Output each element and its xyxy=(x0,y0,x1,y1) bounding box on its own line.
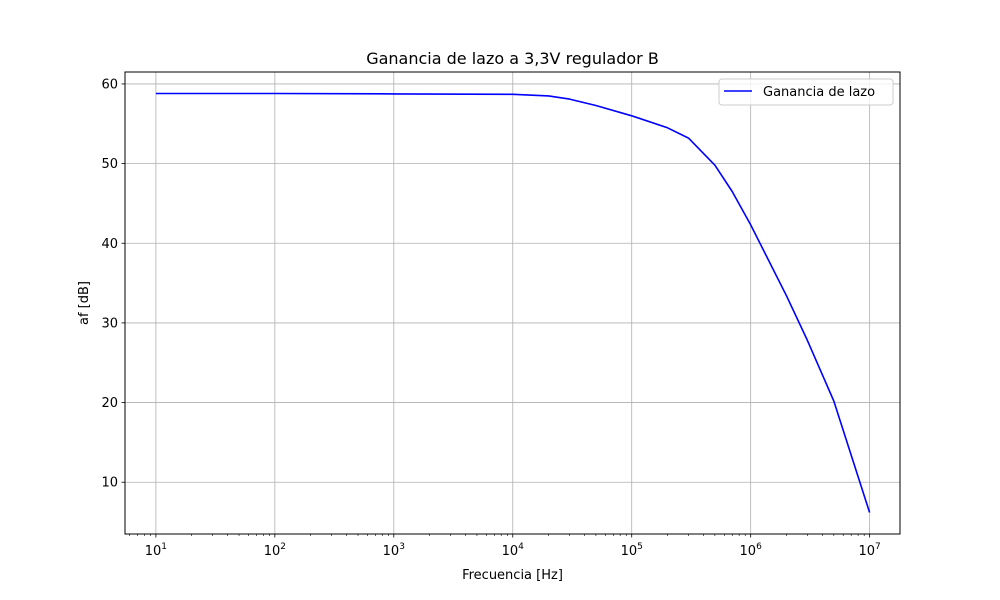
y-axis-label: af [dB] xyxy=(77,281,92,325)
y-tick-label: 20 xyxy=(101,396,118,411)
x-tick-label: 106 xyxy=(740,542,763,559)
y-tick-label: 10 xyxy=(101,476,118,491)
x-tick-label: 104 xyxy=(502,542,525,559)
axis-ticks: 101 102 103 104 105 106 107 10 20 30 40 50 60 xyxy=(101,77,880,559)
grid-lines xyxy=(125,72,900,534)
chart-title: Ganancia de lazo a 3,3V regulador B xyxy=(366,49,659,68)
legend-box xyxy=(718,78,894,106)
x-tick-label: 107 xyxy=(858,542,880,559)
x-tick-label: 101 xyxy=(145,542,167,559)
series-layer xyxy=(155,92,871,513)
legend: Ganancia de lazo xyxy=(718,78,894,106)
y-tick-label: 60 xyxy=(101,77,118,92)
x-tick-label: 102 xyxy=(264,542,286,559)
x-tick-label: 103 xyxy=(383,542,405,559)
series-line xyxy=(155,92,871,513)
y-tick-label: 50 xyxy=(101,157,118,172)
x-tick-label: 105 xyxy=(621,542,643,559)
x-axis-label: Frecuencia [Hz] xyxy=(462,568,563,583)
y-tick-label: 30 xyxy=(101,316,118,331)
legend-label: Ganancia de lazo xyxy=(763,85,875,100)
y-tick-label: 40 xyxy=(101,237,118,252)
